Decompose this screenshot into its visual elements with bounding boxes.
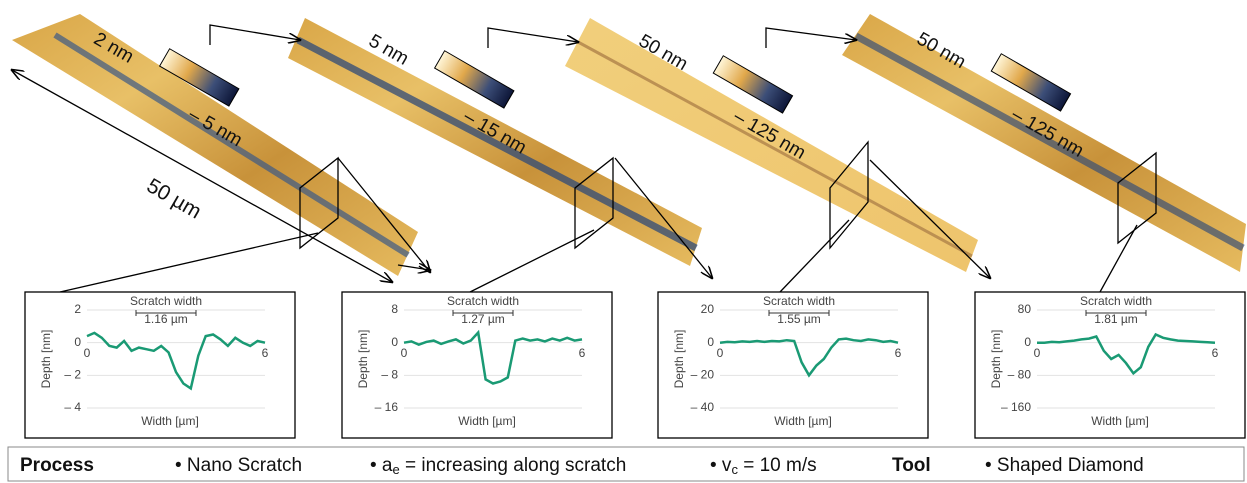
width-label: 1.55 µm (777, 312, 821, 326)
y-tick-label: 20 (701, 302, 715, 316)
y-tick-label: 0 (391, 335, 398, 349)
y-tick-label: 8 (391, 302, 398, 316)
y-axis-label: Depth [nm] (39, 330, 53, 389)
x-tick-label: 0 (84, 346, 91, 360)
y-tick-label: – 4 (64, 400, 81, 414)
process-item: • ae = increasing along scratch (370, 455, 626, 477)
y-tick-label: – 16 (375, 400, 399, 414)
x-axis-label: Width [µm] (141, 414, 199, 428)
x-tick-label: 0 (1034, 346, 1041, 360)
y-tick-label: 0 (1024, 335, 1031, 349)
width-label: 1.27 µm (461, 312, 505, 326)
item-main: • Nano Scratch (175, 455, 302, 476)
item-rest: = increasing along scratch (400, 455, 627, 476)
x-axis-label: Width [µm] (1091, 414, 1149, 428)
y-axis-label: Depth [nm] (356, 330, 370, 389)
y-tick-label: 0 (707, 335, 714, 349)
annotation: Scratch width (447, 294, 519, 308)
x-axis-label: Width [µm] (774, 414, 832, 428)
item-main: • v (710, 455, 732, 476)
x-tick-label: 6 (579, 346, 586, 360)
width-label: 1.81 µm (1094, 312, 1138, 326)
tool-label: Tool (892, 455, 931, 476)
x-tick-label: 0 (401, 346, 408, 360)
item-main: • a (370, 455, 393, 476)
annotation: Scratch width (1080, 294, 1152, 308)
annotation: Scratch width (763, 294, 835, 308)
width-label: 1.16 µm (144, 312, 188, 326)
x-tick-label: 6 (895, 346, 902, 360)
y-tick-label: – 20 (691, 368, 715, 382)
tool-item: • Shaped Diamond (985, 455, 1144, 476)
y-tick-label: 2 (74, 302, 81, 316)
y-axis-label: Depth [nm] (672, 330, 686, 389)
scan-length: 50 µm (143, 174, 205, 223)
x-tick-label: 6 (1212, 346, 1219, 360)
y-tick-label: – 8 (381, 368, 398, 382)
y-tick-label: – 40 (691, 400, 715, 414)
y-axis-label: Depth [nm] (989, 330, 1003, 389)
annotation: Scratch width (130, 294, 202, 308)
y-tick-label: – 2 (64, 368, 81, 382)
process-item: • vc = 10 m/s (710, 455, 817, 477)
y-tick-label: 80 (1018, 302, 1032, 316)
process-item: • Nano Scratch (175, 455, 302, 476)
process-label: Process (20, 455, 94, 476)
x-tick-label: 0 (717, 346, 724, 360)
item-rest: = 10 m/s (738, 455, 817, 476)
figure: 2 nm– 5 nm5 nm– 15 nm50 nm– 125 nm50 nm–… (0, 0, 1247, 483)
x-axis-label: Width [µm] (458, 414, 516, 428)
y-tick-label: 0 (74, 335, 81, 349)
item-sub: e (393, 462, 400, 477)
y-tick-label: – 80 (1008, 368, 1032, 382)
x-tick-label: 6 (262, 346, 269, 360)
y-tick-label: – 160 (1001, 400, 1031, 414)
